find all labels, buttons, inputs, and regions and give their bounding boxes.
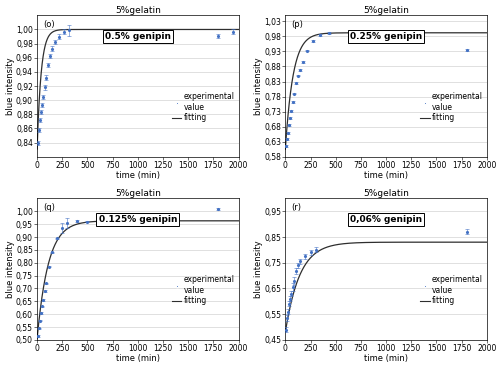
Y-axis label: blue intensity: blue intensity — [254, 240, 262, 298]
Legend: experimental
value, fitting: experimental value, fitting — [172, 92, 234, 122]
Legend: experimental
value, fitting: experimental value, fitting — [420, 275, 482, 305]
X-axis label: time (min): time (min) — [116, 355, 159, 363]
Text: (q): (q) — [43, 203, 55, 212]
Legend: experimental
value, fitting: experimental value, fitting — [420, 92, 482, 122]
Title: 5%gelatin: 5%gelatin — [362, 189, 408, 198]
Legend: experimental
value, fitting: experimental value, fitting — [172, 275, 234, 305]
Title: 5%gelatin: 5%gelatin — [115, 6, 160, 14]
Title: 5%gelatin: 5%gelatin — [115, 189, 160, 198]
X-axis label: time (min): time (min) — [363, 355, 407, 363]
Title: 5%gelatin: 5%gelatin — [362, 6, 408, 14]
Text: (o): (o) — [43, 20, 55, 28]
X-axis label: time (min): time (min) — [116, 171, 159, 180]
Y-axis label: blue intensity: blue intensity — [254, 57, 262, 115]
Text: 0.5% genipin: 0.5% genipin — [105, 32, 170, 41]
Y-axis label: blue intensity: blue intensity — [6, 240, 15, 298]
Text: (p): (p) — [291, 20, 303, 28]
Y-axis label: blue intensity: blue intensity — [6, 57, 15, 115]
Text: 0.25% genipin: 0.25% genipin — [349, 32, 421, 41]
X-axis label: time (min): time (min) — [363, 171, 407, 180]
Text: 0,06% genipin: 0,06% genipin — [349, 215, 421, 224]
Text: 0.125% genipin: 0.125% genipin — [98, 215, 177, 224]
Text: (r): (r) — [291, 203, 301, 212]
